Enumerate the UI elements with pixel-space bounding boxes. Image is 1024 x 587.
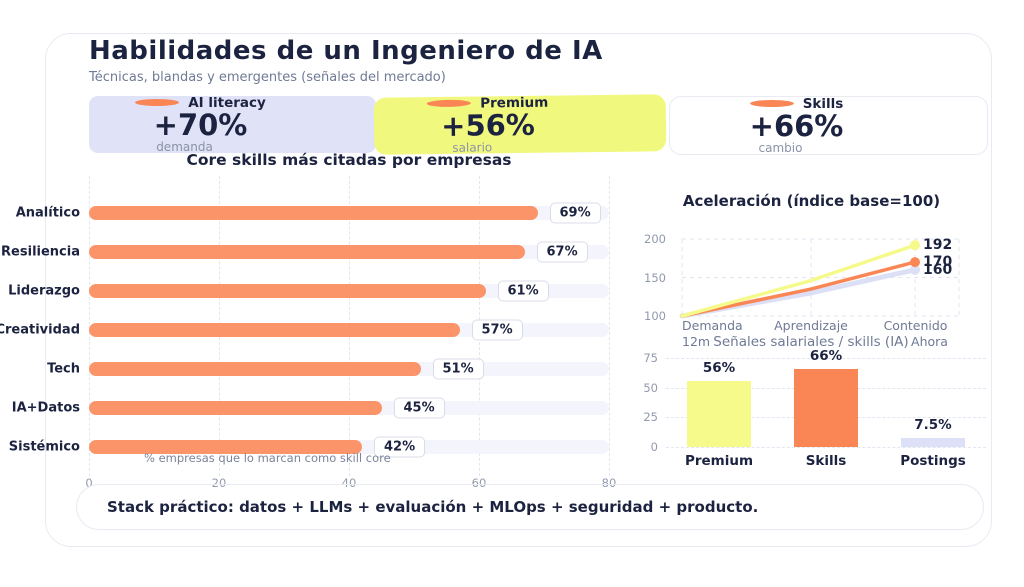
value-label-anal-tico: 69% [549,202,601,224]
value-label-sist-mico: 42% [374,436,426,458]
vbar-skills [794,368,858,447]
stat-label: Skills [802,95,844,112]
vbar-category-premium: Premium [684,453,754,469]
category-label-tech: Tech [47,361,80,377]
end-label-series-yellow: 192 [923,237,953,254]
vbar-value-premium: 56% [702,359,736,376]
category-label-ia-datos: IA+Datos [11,400,80,416]
orange-dash-icon [749,100,794,108]
series-lavender-end-dot [910,264,920,275]
bar-row-sist-mico: Sistémico 42% [9,436,609,458]
core-skills-x-axis: 0 20 40 60 80 [85,476,616,492]
line-x-label-demanda: Demanda 12m [682,318,772,351]
stat-card-content: Premium +56% salario [342,94,635,156]
stat-card-content: AI literacy +70% demanda [57,94,344,155]
vbar-value-postings: 7.5% [914,417,952,434]
x-tick-80: 80 [601,476,617,490]
bar-resiliencia [89,245,525,259]
x-tick-0: 0 [85,476,93,490]
core-skills-chart-title: Core skills más citadas por empresas [186,151,512,169]
end-label-series-orange: 170 [923,254,953,271]
stat-label: AI literacy [188,94,266,111]
vbar-value-skills: 66% [809,347,843,364]
acceleration-line-chart [679,238,960,319]
page-subtitle: Técnicas, blandas y emergentes (señales … [89,70,446,85]
line-x-label-text: Demanda [682,318,743,333]
series-orange-line [680,260,917,318]
bar-ia-datos [89,401,382,415]
line-x-label-text: Aprendizaje [774,318,848,333]
value-label-ia-datos: 45% [393,397,445,419]
category-label-resiliencia: Resiliencia [1,244,80,260]
line-x-label-text: 12m [682,334,711,350]
end-label-series-lavender: 160 [923,261,953,278]
salary-bar-chart [666,358,986,448]
bar-row-anal-tico: Analítico 69% [16,202,609,224]
core-skills-chart: Analítico 69% Resiliencia 67% Liderazgo 61% Cr… [0,176,609,476]
gridline-y-75 [666,358,986,359]
bar-anal-tico [89,206,538,220]
main-card: Habilidades de un Ingeniero de IA Técnic… [0,33,992,547]
series-yellow-line [680,243,917,318]
footer-pill: Stack práctico: datos + LLMs + evaluació… [76,484,984,530]
vbar-y-tick-75: 75 [643,351,658,365]
vbar-category-postings: Postings [900,453,966,469]
vbar-premium [687,380,751,447]
salary-chart-title: Señales salariales / skills (IA) [713,334,909,350]
bar-row-ia-datos: IA+Datos 45% [12,397,609,419]
value-label-creatividad: 57% [471,319,523,341]
stat-caption: demanda [156,140,213,155]
category-label-anal-tico: Analítico [15,205,80,221]
bar-row-tech: Tech 51% [47,358,609,380]
bar-liderazgo [89,284,486,298]
stat-value: +66% [749,108,844,143]
stat-value: +56% [440,107,536,143]
vbar-y-tick-0: 0 [650,440,658,454]
line-y-tick-200: 200 [644,232,666,246]
value-label-resiliencia: 67% [536,241,588,263]
category-label-liderazgo: Liderazgo [8,283,80,299]
vbar-postings [901,438,965,447]
bar-tech [89,362,421,376]
bar-row-creatividad: Creatividad 57% [0,319,609,341]
vbar-category-skills: Skills [805,453,847,469]
line-x-label-text: Ahora [911,334,948,350]
bar-sist-mico [89,440,362,454]
category-label-creatividad: Creatividad [0,322,80,338]
line-y-tick-100: 100 [644,309,666,323]
bar-row-resiliencia: Resiliencia 67% [1,241,609,263]
gridline-x-80 [609,176,610,476]
line-y-tick-150: 150 [644,270,666,285]
vbar-y-tick-25: 25 [643,410,658,425]
x-tick-20: 20 [211,476,227,490]
vbar-y-tick-50: 50 [643,380,658,395]
bar-creatividad [89,323,460,337]
x-tick-60: 60 [471,476,487,490]
page-title: Habilidades de un Ingeniero de IA [89,36,603,66]
orange-dash-icon [135,99,180,107]
core-skills-footnote: % empresas que lo marcan como skill core [144,451,391,465]
stat-card-premium: Premium +56% salario [373,94,667,155]
value-label-liderazgo: 61% [497,280,549,302]
value-label-tech: 51% [432,358,484,380]
acceleration-chart-title: Aceleración (índice base=100) [682,192,941,210]
x-tick-40: 40 [341,476,357,490]
stat-value: +70% [153,107,248,142]
bar-row-liderazgo: Liderazgo 61% [8,280,609,302]
stat-card-skills: Skills +66% cambio [669,96,988,155]
stat-caption: cambio [758,141,803,156]
series-yellow-end-dot [910,240,920,251]
orange-dash-icon [427,99,472,108]
stat-card-ai-literacy: AI literacy +70% demanda [89,95,376,154]
line-x-label-contenido: Contenido Ahora [858,318,973,351]
category-label-sist-mico: Sistémico [8,439,80,455]
series-orange-end-dot [910,257,920,268]
stat-card-content: Skills +66% cambio [638,95,955,156]
line-x-label-text: Contenido [883,318,948,333]
gridline-y-0 [666,447,986,448]
footer-text: Stack práctico: datos + LLMs + evaluació… [107,498,759,516]
line-x-label-aprendizaje: Aprendizaje [751,318,871,334]
